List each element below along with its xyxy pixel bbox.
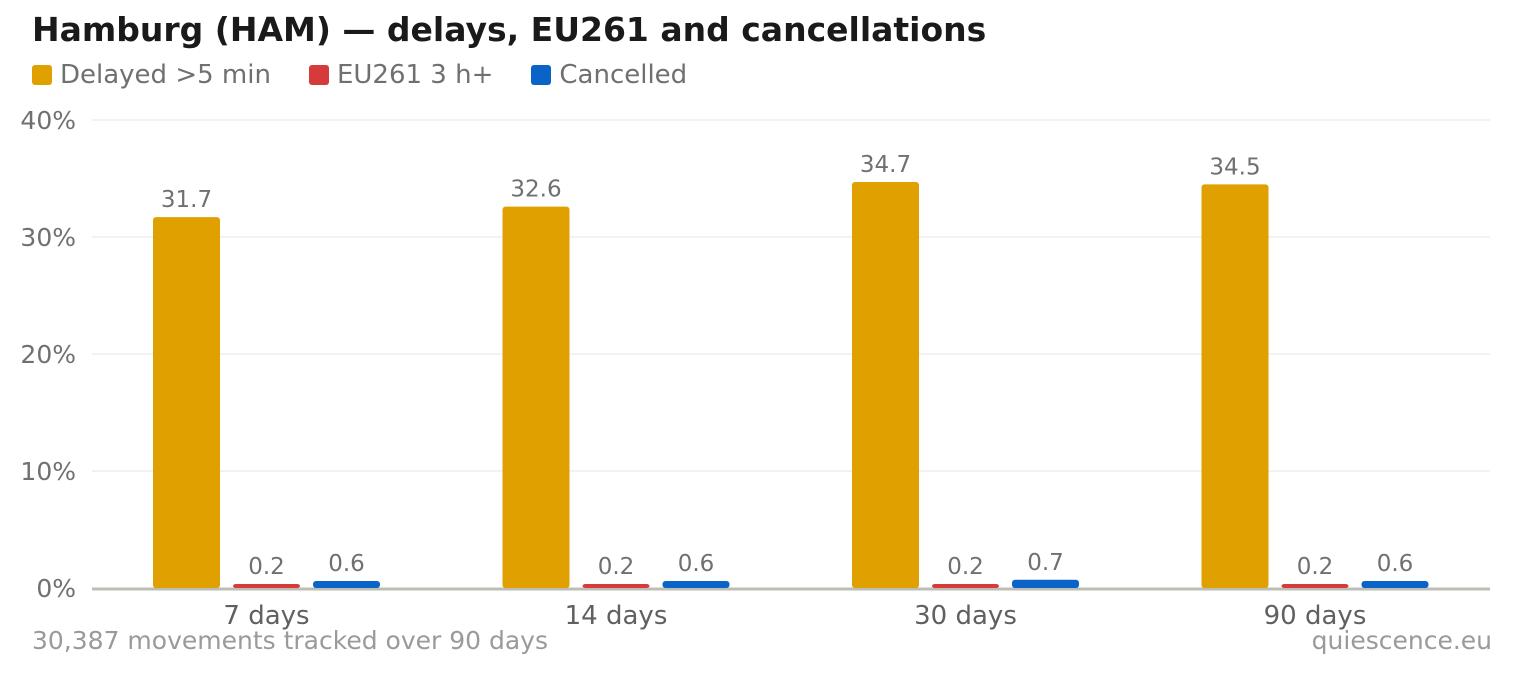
- bar: [502, 206, 570, 588]
- data-label: 31.7: [161, 187, 212, 213]
- footer-note: 30,387 movements tracked over 90 days: [32, 626, 548, 655]
- bar: [662, 580, 730, 588]
- x-tick-label: 90 days: [1264, 601, 1367, 631]
- y-tick-label: 40%: [20, 106, 76, 135]
- bar: [1201, 184, 1269, 588]
- x-tick-label: 14 days: [565, 601, 668, 631]
- y-tick-label: 10%: [20, 457, 76, 486]
- bar: [153, 217, 220, 589]
- y-tick-label: 20%: [20, 340, 76, 369]
- bar: [233, 584, 300, 588]
- data-label: 0.2: [947, 554, 984, 580]
- bar: [313, 580, 380, 588]
- footer-source: quiescence.eu: [1311, 626, 1492, 655]
- legend-label-cancelled: Cancelled: [559, 60, 688, 90]
- legend-item-eu261: EU261 3 h+: [308, 60, 494, 90]
- bar: [1012, 579, 1079, 588]
- data-label: 0.6: [1377, 551, 1414, 577]
- legend-label-eu261: EU261 3 h+: [336, 60, 494, 90]
- legend-label-delayed: Delayed >5 min: [60, 60, 271, 90]
- chart-title: Hamburg (HAM) — delays, EU261 and cancel…: [32, 10, 987, 49]
- bar: [932, 584, 999, 588]
- bar: [852, 182, 919, 588]
- data-label: 0.2: [598, 554, 635, 580]
- legend-swatch-eu261: [308, 65, 329, 85]
- legend-swatch-delayed: [32, 65, 52, 85]
- data-label: 32.6: [510, 177, 561, 203]
- data-label: 34.5: [1209, 154, 1260, 180]
- bar: [1361, 580, 1429, 588]
- x-tick-label: 7 days: [223, 601, 309, 631]
- legend-item-cancelled: Cancelled: [531, 60, 687, 90]
- data-label: 0.2: [248, 554, 285, 580]
- data-label: 34.7: [860, 152, 911, 178]
- legend-item-delayed: Delayed >5 min: [32, 60, 271, 90]
- data-label: 0.7: [1027, 550, 1064, 576]
- data-label: 0.2: [1297, 554, 1334, 580]
- y-tick-label: 30%: [20, 223, 76, 252]
- y-tick-label: 0%: [36, 574, 76, 603]
- data-label: 0.6: [678, 551, 715, 577]
- legend-swatch-cancelled: [531, 65, 552, 85]
- bar: [582, 584, 650, 588]
- data-label: 0.6: [328, 551, 365, 577]
- legend: Delayed >5 min EU261 3 h+ Cancelled: [32, 60, 725, 90]
- bar: [1281, 584, 1349, 588]
- x-tick-label: 30 days: [914, 601, 1017, 631]
